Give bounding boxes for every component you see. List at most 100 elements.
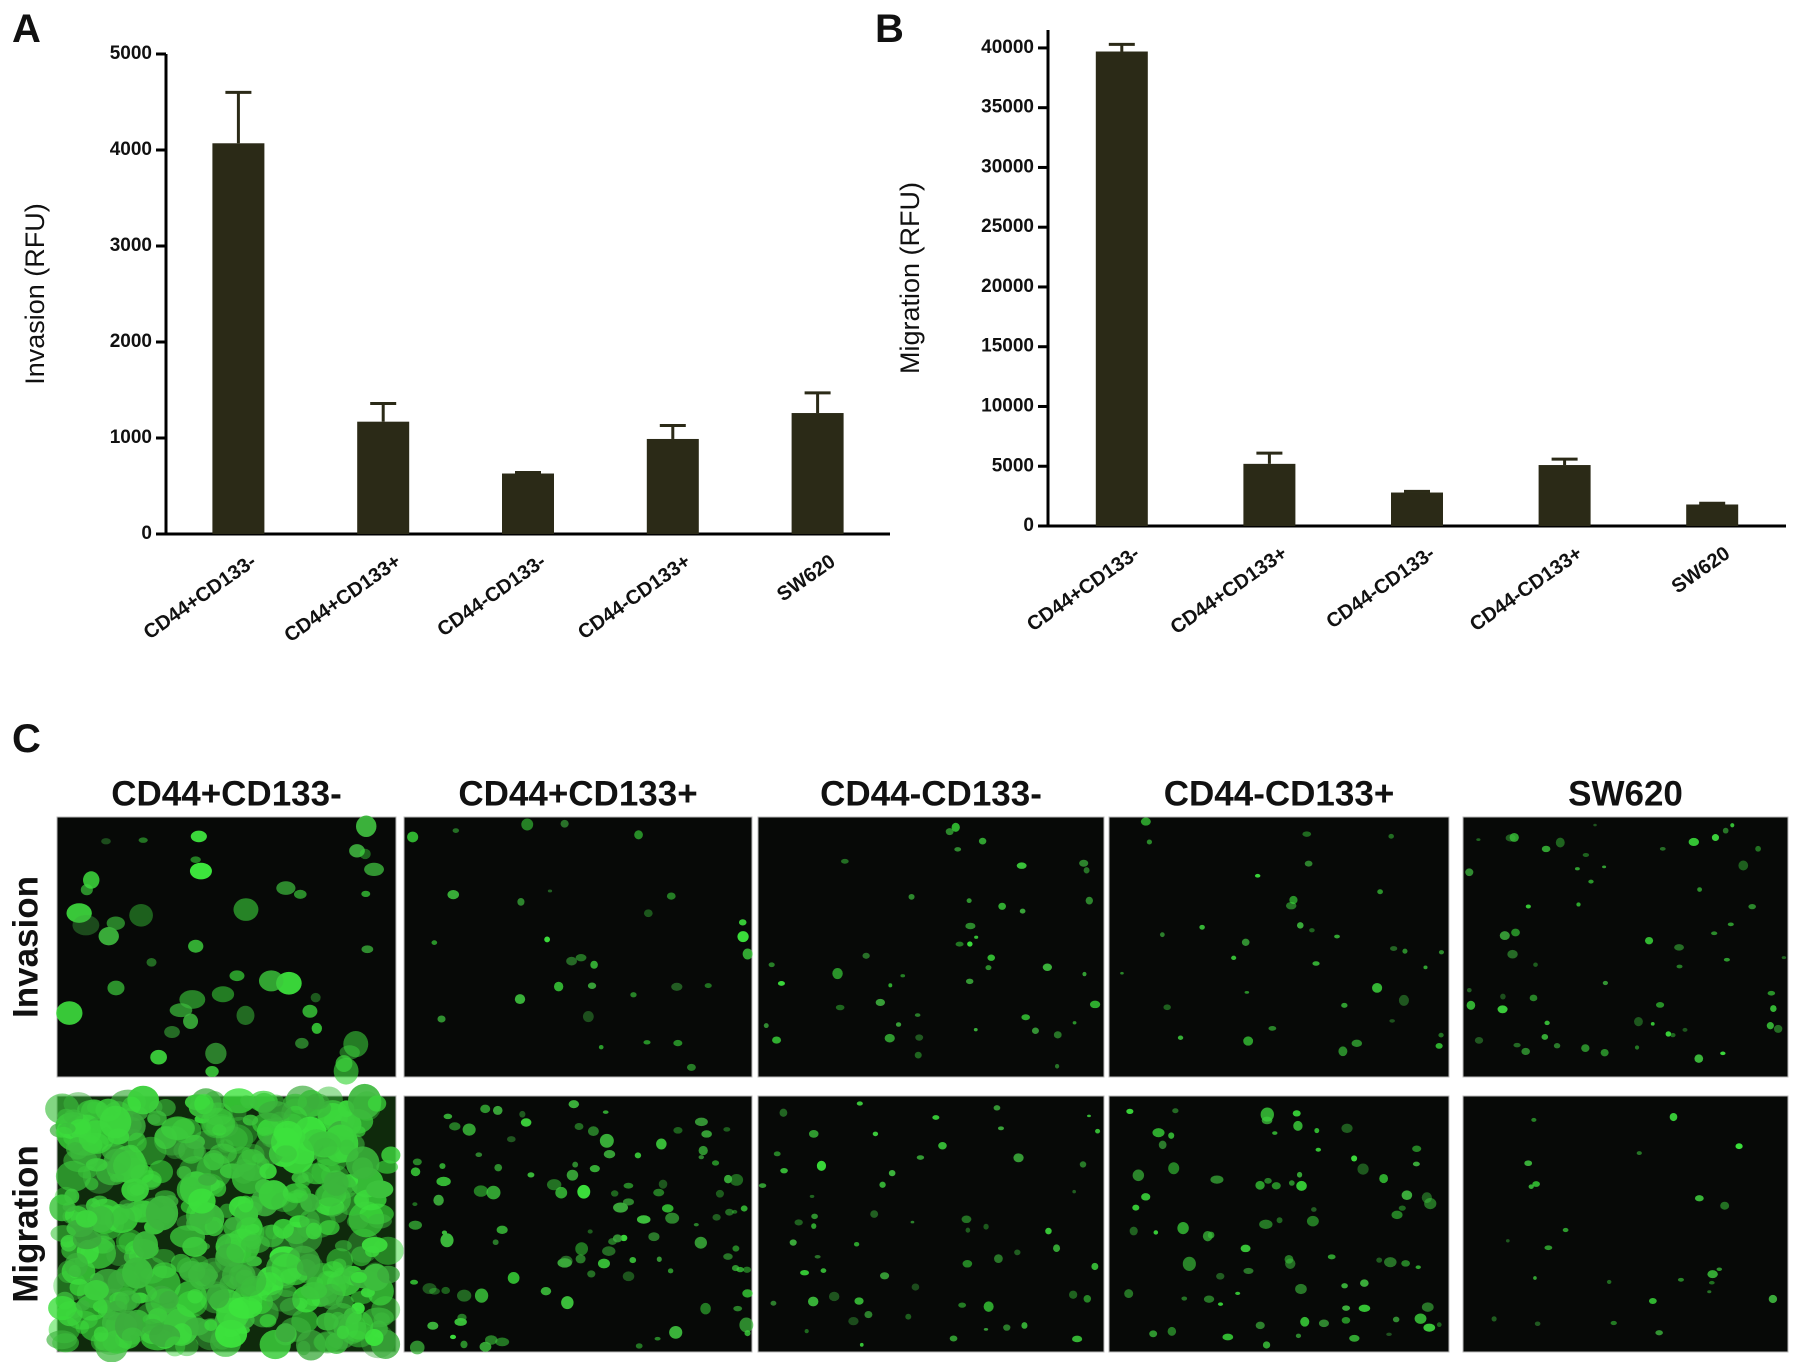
cell [807,1296,819,1307]
cell [1338,1046,1348,1057]
cell [770,1300,777,1306]
cell [965,978,974,985]
cell [205,1066,219,1077]
cell [307,1131,342,1158]
cell [176,1290,208,1318]
cell [408,1220,422,1230]
cell [1158,1140,1167,1150]
cell [129,904,153,927]
cell [693,1222,699,1227]
bar [1391,492,1443,526]
cell [48,1295,77,1321]
cell [742,1266,752,1273]
cell [895,1022,902,1027]
cell [966,898,972,904]
cell [955,941,964,947]
cell [1042,963,1052,971]
cell [1534,1321,1541,1326]
cell [494,1163,503,1172]
cell [119,1199,134,1209]
cell [492,1105,503,1115]
cell [742,948,753,960]
cell [328,1202,348,1223]
panel-label: A [12,7,41,51]
cell [1655,1002,1665,1008]
cell [978,837,987,845]
cell [1707,1270,1718,1279]
cell [1031,1027,1039,1034]
cell [701,1130,712,1138]
cell [1168,1132,1175,1139]
y-axis-label: Migration (RFU) [895,182,925,374]
cell [1402,948,1408,954]
cell [587,1229,593,1234]
cell [853,1242,860,1247]
cell [888,1169,896,1177]
cell [582,1010,594,1023]
cell [1436,1322,1442,1328]
bar [502,473,554,534]
cell [1091,1262,1099,1271]
micrograph [1462,816,1789,1078]
cell [322,1261,344,1278]
row-label: Invasion [6,876,45,1018]
cell [457,1289,472,1302]
y-tick-label: 25000 [981,216,1034,237]
cell [422,1283,437,1294]
cell [258,1180,289,1210]
cell [313,1137,338,1157]
cell [643,909,653,918]
cell [1412,1145,1422,1152]
cell [914,1051,922,1059]
cell [1243,1036,1254,1046]
cell [173,1139,206,1162]
cells [758,1101,1101,1347]
cell [1390,946,1398,952]
cell [973,1027,978,1032]
cell [452,828,460,833]
cell [319,1220,340,1236]
cell [183,1013,199,1030]
cell [258,970,284,992]
cell [259,1314,277,1328]
cell [492,1239,499,1246]
cell [1146,839,1153,845]
cell [811,1223,817,1229]
cell [1497,1005,1508,1014]
cell [1581,1044,1590,1052]
cell [439,1163,446,1169]
cell [908,893,915,900]
x-tick-label: CD44+CD133- [140,550,261,644]
cell [206,1283,230,1309]
cell [994,1254,1003,1263]
cell [98,927,119,946]
cell [293,889,307,899]
cell [1677,1277,1684,1282]
cell [808,1130,819,1138]
cell [1544,1020,1550,1026]
cell [66,903,92,923]
bar [1095,51,1148,527]
cell [242,1114,259,1126]
cell [1240,1244,1251,1253]
cell [145,1195,179,1231]
cell [1781,956,1787,960]
cell [574,1122,584,1131]
cell [800,1270,810,1276]
cell [587,1270,596,1278]
cells [408,1100,754,1355]
y-tick-label: 0 [1023,515,1034,536]
cell [1045,1227,1052,1235]
cell [427,1321,439,1330]
cell [1089,1000,1101,1009]
cell [1341,1002,1348,1008]
cell [110,1173,124,1183]
x-tick-label: CD44+CD133+ [280,550,405,646]
cell [559,1255,573,1267]
cell [656,1256,662,1262]
cell [67,1142,83,1154]
cell [905,1313,912,1320]
cell [189,862,212,880]
cell [590,960,598,969]
cell [275,1323,296,1343]
